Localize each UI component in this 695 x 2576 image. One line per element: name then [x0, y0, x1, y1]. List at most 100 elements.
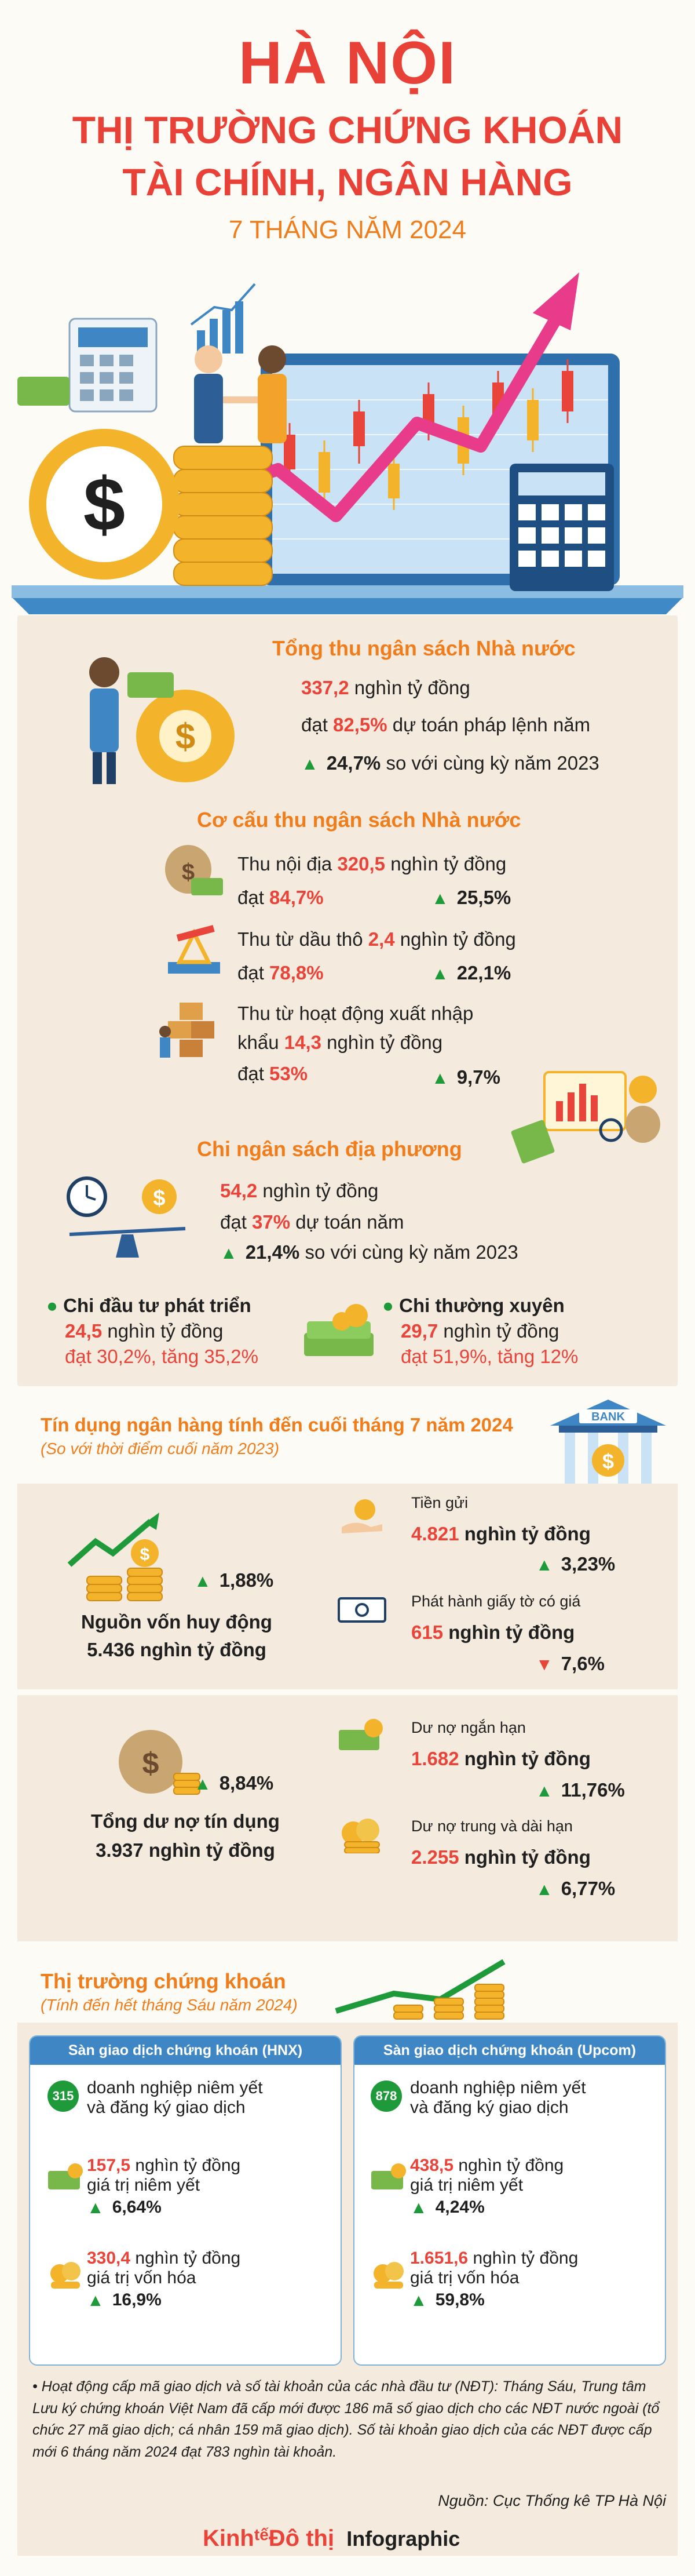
regular-block: ● Chi thường xuyên 29,7 nghìn tỷ đồng đạ…	[382, 1295, 579, 1367]
upcom-listed-label: giá trị niêm yết	[410, 2176, 524, 2195]
trade-line3: đạt 53%	[237, 1063, 308, 1085]
short-unit: nghìn tỷ đồng	[464, 1748, 591, 1769]
subtitle: 7 THÁNG NĂM 2024	[228, 216, 466, 244]
papers-pct: 7,6%	[561, 1653, 605, 1674]
footnote: • Hoạt động cấp mã giao dịch và số tài k…	[32, 2378, 660, 2460]
hnx-cap: 330,4 nghìn tỷ đồng giá trị vốn hóa ▲ 16,…	[87, 2249, 240, 2311]
up-arrow-icon: ▲	[87, 2291, 104, 2311]
upcom-listed: 438,5 nghìn tỷ đồng giá trị niêm yết ▲ 4,…	[410, 2156, 564, 2218]
papers-value: 615	[411, 1622, 444, 1643]
funding-label: Nguồn vốn huy động	[81, 1611, 272, 1633]
upcom-listed-unit: nghìn tỷ đồng	[458, 2156, 564, 2175]
coins-growth-icon: $	[67, 1513, 163, 1601]
long-pct-line: ▲ 6,77%	[536, 1878, 615, 1900]
regular-label: Chi thường xuyên	[399, 1295, 565, 1316]
domestic-line2: đạt 84,7%	[237, 887, 324, 909]
regular-detail: đạt 51,9%, tăng 12%	[401, 1346, 579, 1367]
brand-logo: KinhtếĐô thị Infographic	[203, 2526, 460, 2552]
brand-name-3: Đô thị	[268, 2526, 335, 2551]
up-arrow-icon: ▲	[410, 2291, 427, 2311]
trade-line1: Thu từ hoạt động xuất nhập	[237, 1003, 473, 1025]
budget-growth-line: ▲ 24,7% so với cùng kỳ năm 2023	[301, 752, 599, 774]
loans-value: 3.937 nghìn tỷ đồng	[96, 1839, 275, 1861]
up-arrow-icon: ▲	[431, 1069, 449, 1088]
banknote-icon	[17, 377, 70, 406]
hnx-count-text-1: doanh nghiệp niêm yết	[87, 2078, 263, 2097]
oil-value: 2,4	[368, 928, 395, 950]
title-line3: TÀI CHÍNH, NGÂN HÀNG	[122, 161, 573, 203]
budget-growth-pct: 24,7%	[326, 752, 381, 774]
budget-panel	[17, 615, 678, 1386]
trade-growth-line: ▲ 9,7%	[431, 1066, 500, 1088]
domestic-growth: 25,5%	[456, 887, 511, 908]
up-arrow-icon: ▲	[410, 2198, 427, 2218]
domestic-reach-pct: 84,7%	[269, 887, 324, 908]
up-arrow-icon: ▲	[431, 889, 449, 909]
up-arrow-icon: ▲	[536, 1555, 553, 1575]
cash-coins-icon	[339, 1719, 383, 1750]
spending-growth-suffix: so với cùng kỳ năm 2023	[305, 1241, 518, 1263]
budget-reach-pct: 82,5%	[333, 714, 387, 735]
up-arrow-icon: ▲	[536, 1880, 553, 1900]
trade-value: 14,3	[284, 1032, 321, 1053]
domestic-line1: Thu nội địa 320,5 nghìn tỷ đồng	[237, 853, 506, 875]
cash-icon	[48, 2163, 83, 2189]
coin-pile-icon	[342, 1819, 380, 1853]
invest-block: ● Chi đầu tư phát triển 24,5 nghìn tỷ đồ…	[46, 1295, 258, 1367]
hnx-head: Sàn giao dịch chứng khoán (HNX)	[30, 2036, 341, 2065]
up-arrow-icon: ▲	[87, 2198, 104, 2218]
upcom-count-text-1: doanh nghiệp niêm yết	[410, 2078, 586, 2097]
scale-clock-illustration: $	[67, 1176, 186, 1258]
upcom-cap: 1.651,6 nghìn tỷ đồng giá trị vốn hóa ▲ 5…	[410, 2249, 578, 2311]
hnx-listed-value: 157,5	[87, 2156, 131, 2175]
regular-value: 29,7	[401, 1320, 438, 1342]
budget-reach-line: đạt 82,5% dự toán pháp lệnh năm	[301, 714, 590, 736]
long-value: 2.255	[411, 1846, 459, 1868]
cash-stack-icon	[304, 1304, 374, 1356]
short-pct-line: ▲ 11,76%	[536, 1779, 625, 1801]
credit-panel	[17, 1484, 678, 1941]
banknote-bundle-icon	[338, 1597, 386, 1623]
papers-value-line: 615 nghìn tỷ đồng	[411, 1622, 575, 1644]
funding-growth-line: ▲ 1,88%	[194, 1569, 273, 1591]
upcom-listed-value: 438,5	[410, 2156, 454, 2175]
structure-title: Cơ cấu thu ngân sách Nhà nước	[197, 808, 521, 832]
hnx-listed-unit: nghìn tỷ đồng	[135, 2156, 241, 2175]
hnx-count-text-2: và đăng ký giao dịch	[87, 2098, 246, 2117]
domestic-growth-line: ▲ 25,5%	[431, 887, 511, 909]
oil-line2: đạt 78,8%	[237, 962, 324, 984]
upcom-cap-value: 1.651,6	[410, 2249, 469, 2268]
invest-unit: nghìn tỷ đồng	[107, 1320, 224, 1342]
budget-amount-line: 337,2 nghìn tỷ đồng	[301, 677, 470, 699]
spending-amount-unit: nghìn tỷ đồng	[262, 1180, 379, 1201]
mini-bar-chart	[197, 301, 243, 354]
svg-text:$: $	[153, 1186, 165, 1211]
budget-amount: 337,2	[301, 677, 349, 698]
trade-unit: nghìn tỷ đồng	[327, 1032, 443, 1053]
budget-amount-unit: nghìn tỷ đồng	[354, 677, 470, 698]
upcom-head: Sàn giao dịch chứng khoán (Upcom)	[354, 2036, 665, 2065]
trade-line2: khẩu 14,3 nghìn tỷ đồng	[237, 1032, 442, 1054]
hnx-count: 315	[47, 2081, 79, 2112]
coin-stack	[173, 446, 273, 586]
deposit-hand-icon	[342, 1499, 382, 1533]
footnote-text: Hoạt động cấp mã giao dịch và số tài kho…	[32, 2378, 660, 2460]
spending-reach-prefix: đạt	[220, 1211, 247, 1233]
domestic-label: Thu nội địa	[237, 853, 332, 875]
stock-title: Thị trường chứng khoán	[41, 1969, 286, 1993]
trade-reach: đạt	[237, 1063, 264, 1084]
deposit-value-line: 4.821 nghìn tỷ đồng	[411, 1523, 591, 1545]
hnx-listed-pct: 6,64%	[112, 2198, 162, 2217]
deposit-pct: 3,23%	[561, 1553, 616, 1575]
loans-pct: 8,84%	[219, 1772, 274, 1794]
funding-value: 5.436 nghìn tỷ đồng	[87, 1639, 266, 1660]
domestic-reach: đạt	[237, 887, 264, 908]
hnx-listed-label: giá trị niêm yết	[87, 2176, 200, 2195]
hnx-cap-pct: 16,9%	[112, 2290, 162, 2309]
deposit-label: Tiền gửi	[411, 1494, 469, 1511]
short-pct: 11,76%	[561, 1779, 625, 1801]
svg-text:$: $	[140, 1545, 150, 1564]
svg-text:$: $	[182, 859, 195, 885]
trade-label-2: khẩu	[237, 1032, 279, 1053]
budget-title: Tổng thu ngân sách Nhà nước	[272, 636, 576, 660]
